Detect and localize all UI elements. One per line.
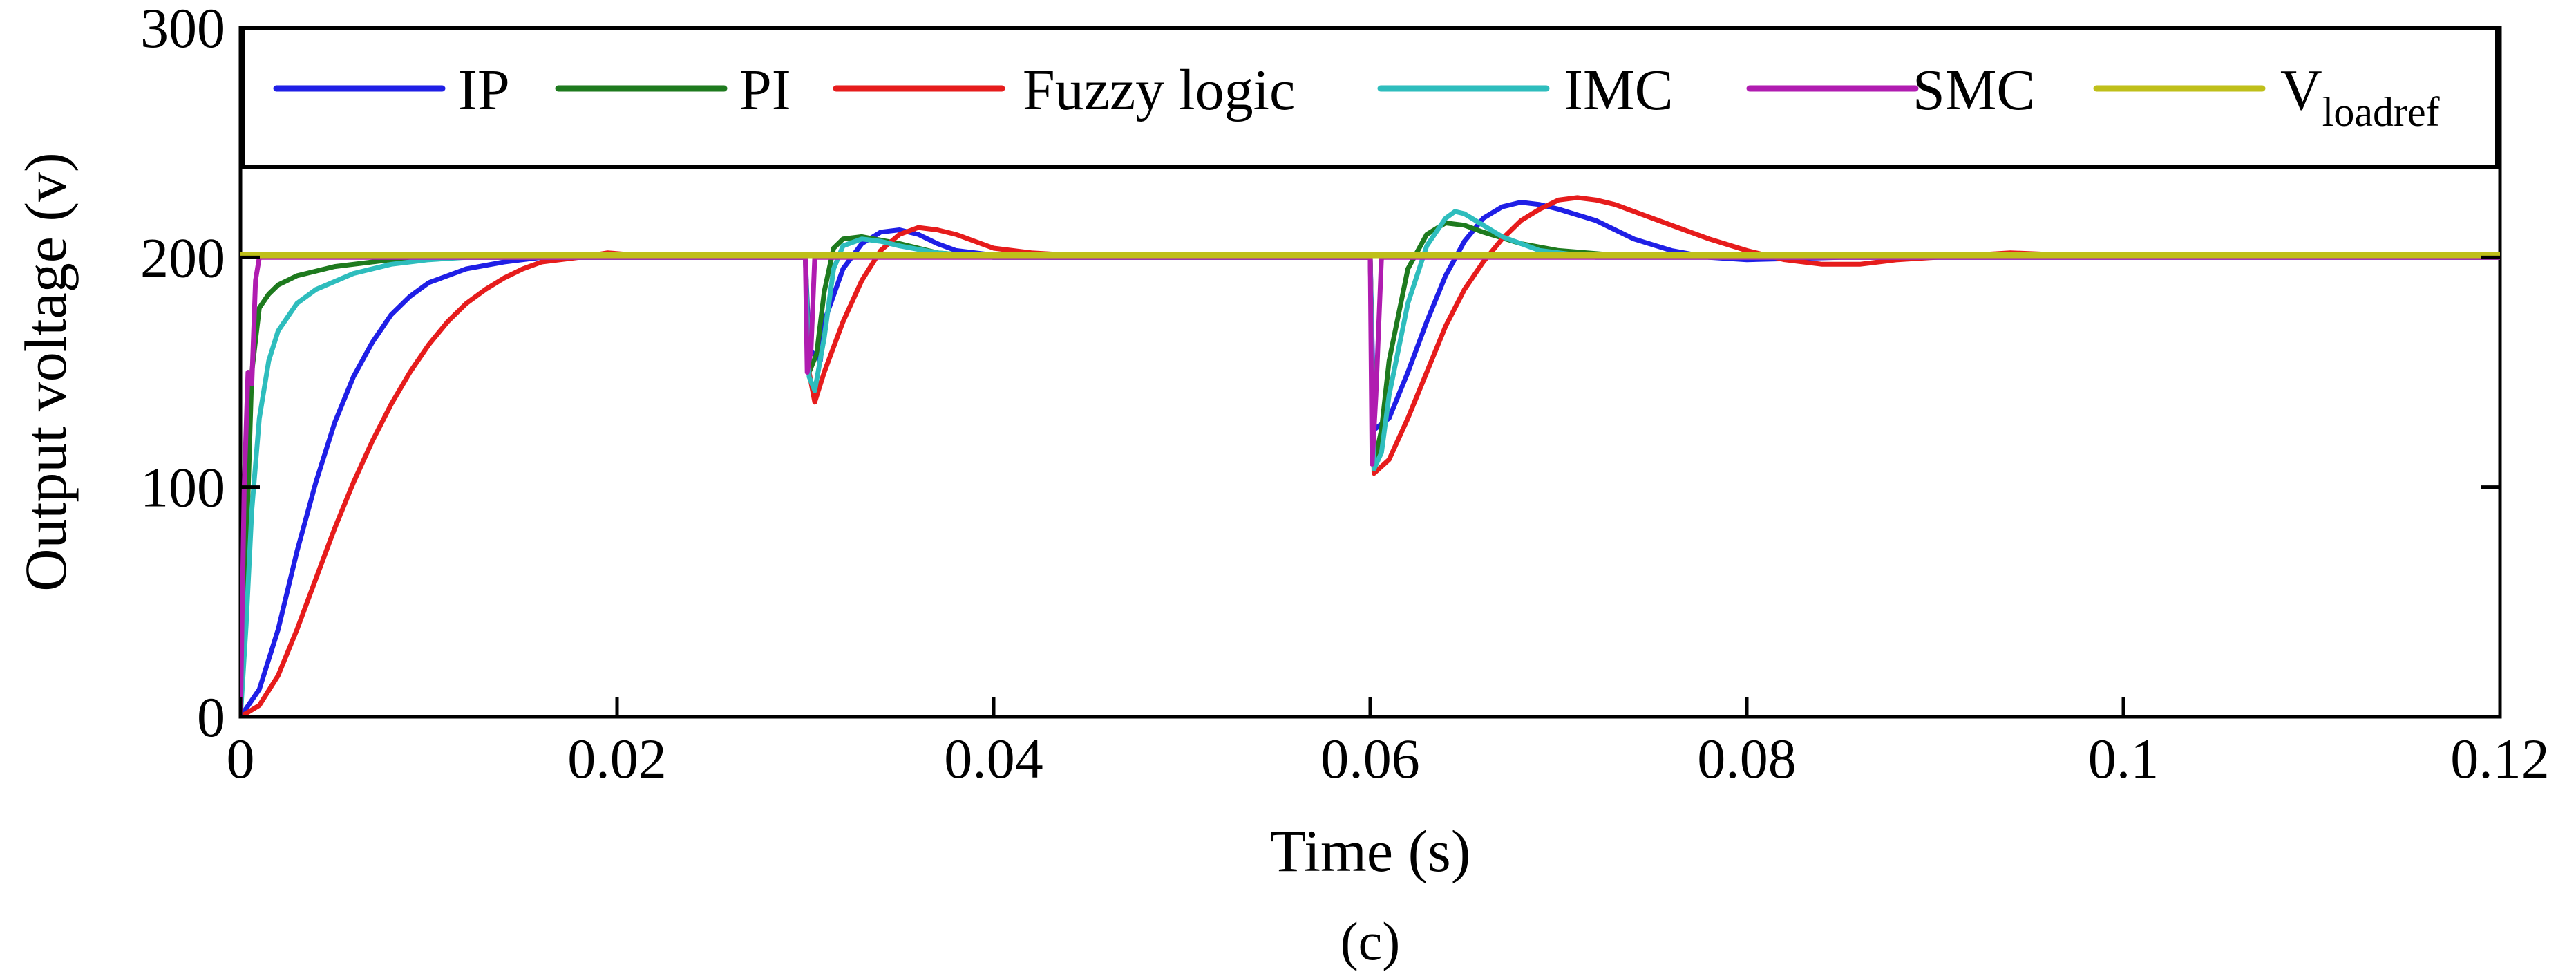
series-line-fuzzy-logic <box>240 195 2500 717</box>
x-tick-label: 0.12 <box>2450 727 2550 790</box>
legend-label-vloadref: Vloadref <box>2280 58 2440 135</box>
x-tick-label: 0 <box>227 727 255 790</box>
figure-caption: (c) <box>1341 911 1401 971</box>
legend-label-fuzzy-logic: Fuzzy logic <box>1023 58 1295 122</box>
y-tick-label: 300 <box>140 0 225 59</box>
series-layer <box>240 195 2500 717</box>
x-tick-label: 0.02 <box>567 727 667 790</box>
legend-label-imc: IMC <box>1564 58 1674 122</box>
x-tick-label: 0.08 <box>1697 727 1797 790</box>
y-axis-title: Output voltage (v) <box>12 152 79 591</box>
legend-label-pi: PI <box>739 58 791 122</box>
legend-label-smc: SMC <box>1913 58 2035 122</box>
legend-box <box>241 26 2499 169</box>
y-tick-label: 100 <box>140 456 225 519</box>
tick-layer: 0 0.02 0.04 0.06 0.08 0.1 0.12 0 100 200 300 <box>140 0 2550 790</box>
y-tick-label: 200 <box>140 226 225 289</box>
x-tick-label: 0.06 <box>1320 727 1420 790</box>
series-line-imc <box>240 209 2500 717</box>
x-tick-label: 0.1 <box>2088 727 2159 790</box>
y-tick-label: 0 <box>197 686 225 749</box>
x-tick-label: 0.04 <box>944 727 1043 790</box>
series-line-smc <box>240 254 2500 717</box>
legend-label-ip: IP <box>458 58 510 122</box>
x-axis-title: Time (s) <box>1270 818 1471 884</box>
legend: IP PI Fuzzy logic IMC SMC Vloadref <box>241 26 2499 169</box>
